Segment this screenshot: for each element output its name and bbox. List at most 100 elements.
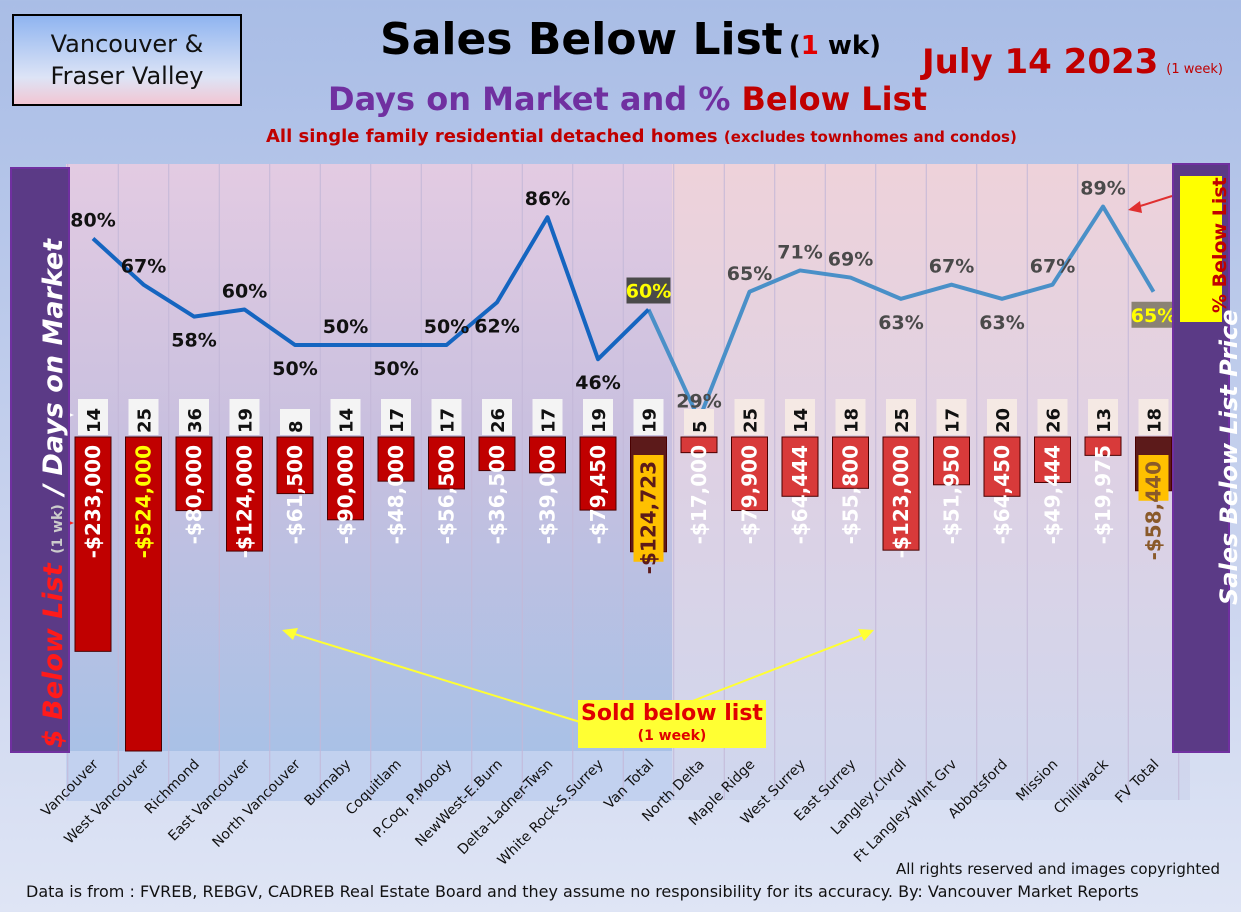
- dollar-below-list-label: -$124,000: [233, 445, 257, 558]
- dollar-below-list-label: -$56,500: [435, 445, 459, 544]
- dom-box: [1037, 399, 1068, 435]
- sold-below-list-callout: Sold below list (1 week): [578, 700, 766, 748]
- dollar-below-list-label: -$123,000: [889, 445, 913, 558]
- dom-box: [1088, 399, 1118, 435]
- dom-box: [482, 399, 512, 435]
- pct-below-list-label: 50%: [424, 316, 469, 338]
- title-suffix-close: wk): [818, 31, 882, 61]
- bar-dollar-below-list: [529, 436, 566, 474]
- title-suffix-num: 1: [800, 31, 819, 61]
- bar-dollar-below-list: [428, 436, 465, 490]
- region-line-1: Vancouver &: [50, 30, 204, 58]
- dom-box: [987, 399, 1017, 435]
- subtitle: Days on Market and % Below List: [328, 80, 927, 118]
- dollar-label-bg: [633, 455, 664, 562]
- pct-below-list-label: 80%: [70, 210, 115, 232]
- dom-label: 14: [791, 408, 812, 433]
- dom-label: 25: [741, 408, 762, 433]
- pct-total-label-bg: [1131, 301, 1176, 328]
- title-suffix: (1 wk): [789, 31, 881, 61]
- dom-label: 19: [589, 408, 610, 433]
- bar-dollar-below-list: [74, 436, 112, 652]
- bar-dollar-below-list: [781, 436, 819, 497]
- region-line-2: Fraser Valley: [50, 62, 204, 90]
- pct-below-list-label: % Below List: [1209, 177, 1231, 313]
- pct-below-list-label: 62%: [474, 315, 519, 337]
- pct-below-list-label: 58%: [171, 330, 216, 352]
- dom-box: [280, 409, 310, 435]
- dom-label: 5: [690, 420, 711, 433]
- pct-below-list-label: 60%: [222, 281, 267, 303]
- pct-below-list-label: 50%: [272, 358, 317, 380]
- pct-total-label-bg: [626, 277, 671, 304]
- dom-label: 19: [640, 408, 661, 433]
- dom-box: [886, 399, 916, 435]
- line-pct-below-list-fraser-valley: [646, 204, 1156, 422]
- dollar-below-list-label: -$90,000: [334, 445, 358, 544]
- dom-label: 18: [842, 408, 863, 433]
- date-text: July 14 2023: [922, 42, 1159, 82]
- pct-below-list-label: 65%: [1131, 305, 1176, 327]
- dollar-below-list-label: -$58,440: [1142, 461, 1166, 560]
- dollar-below-list-label: -$524,000: [132, 445, 156, 558]
- dollar-below-list-label: -$17,000: [687, 445, 711, 544]
- dom-label: 36: [185, 408, 206, 433]
- plot-band-bottom: [66, 751, 672, 801]
- bar-dollar-below-list: [1034, 436, 1071, 483]
- pct-below-list-label: 63%: [878, 312, 923, 334]
- bar-dollar-below-list: [226, 436, 263, 552]
- pct-below-list-label: 29%: [676, 391, 721, 413]
- subtitle-part-1: Days on Market and %: [328, 80, 742, 118]
- footer-source: Data is from : FVREB, REBGV, CADREB Real…: [26, 882, 1139, 901]
- dollar-below-list-label: -$39,000: [536, 445, 560, 544]
- pct-below-list-label: 67%: [121, 256, 166, 278]
- pct-below-list-box: [1180, 176, 1222, 322]
- bar-dollar-below-list: [882, 436, 920, 551]
- dom-label: 19: [236, 408, 257, 433]
- dom-box: [583, 399, 613, 435]
- dom-box: [532, 399, 563, 435]
- dom-label: 8: [286, 420, 307, 433]
- dom-label: 14: [84, 408, 105, 433]
- pct-below-list-label: 69%: [828, 249, 873, 271]
- pct-below-list-label: 60%: [626, 281, 671, 303]
- bar-dollar-below-list: [327, 436, 364, 521]
- bar-dollar-below-list: [377, 436, 415, 482]
- date-note: (1 week): [1166, 62, 1224, 77]
- dollar-below-list-label: -$233,000: [81, 445, 105, 558]
- subtitle-part-2: Below List: [741, 80, 927, 118]
- dom-box: [835, 399, 866, 435]
- subtitle-secondary: All single family residential detached h…: [266, 126, 1017, 147]
- right-axis-label: Sales Below List Price: [1215, 309, 1241, 606]
- dom-box: [633, 399, 664, 435]
- left-axis-panel: [10, 167, 70, 753]
- dollar-below-list-label: -$80,000: [182, 445, 206, 544]
- dom-box: [785, 399, 815, 435]
- pct-below-list-label: 50%: [373, 358, 418, 380]
- pct-below-list-label: 67%: [1030, 256, 1075, 278]
- dollar-below-list-label: -$61,500: [283, 445, 307, 544]
- dom-box: [1138, 399, 1169, 435]
- dom-label: 18: [1145, 408, 1166, 433]
- dom-box: [431, 399, 462, 435]
- dollar-below-list-label: -$49,444: [1041, 445, 1065, 544]
- dom-box: [381, 399, 411, 435]
- pct-below-list-label: 63%: [979, 312, 1024, 334]
- dollar-label-bg: [1138, 455, 1169, 501]
- dollar-below-list-label: -$64,444: [788, 445, 812, 544]
- subtitle-secondary-main: All single family residential detached h…: [266, 126, 718, 147]
- dom-box: [179, 399, 209, 435]
- dom-label: 17: [539, 408, 560, 433]
- bar-dollar-below-list: [731, 436, 768, 512]
- bar-dollar-below-list: [125, 436, 162, 752]
- dom-box: [330, 399, 361, 435]
- dollar-below-list-label: -$36,500: [485, 445, 509, 544]
- pct-below-list-label: 67%: [929, 256, 974, 278]
- title-suffix-open: (: [788, 31, 801, 61]
- title-main: Sales Below List: [380, 14, 783, 65]
- dom-label: 14: [337, 408, 358, 433]
- dom-label: 17: [387, 408, 408, 433]
- dom-label: 17: [943, 408, 964, 433]
- pct-below-list-label: 46%: [575, 372, 620, 394]
